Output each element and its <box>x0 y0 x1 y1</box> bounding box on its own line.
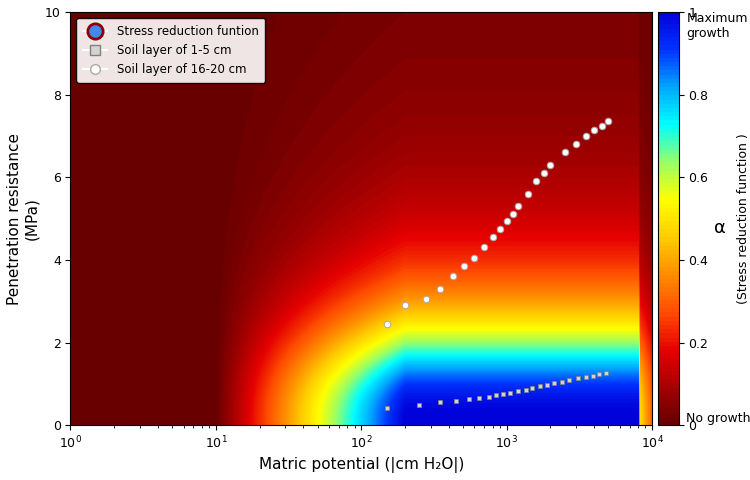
Point <box>588 126 600 133</box>
Point <box>512 203 524 210</box>
Point <box>522 190 534 198</box>
Point <box>559 149 571 156</box>
Point <box>494 225 506 233</box>
Point <box>572 375 584 383</box>
Point <box>497 390 509 398</box>
Point <box>450 397 462 405</box>
Text: (Stress reduction function ): (Stress reduction function ) <box>736 133 750 304</box>
Point <box>592 371 604 378</box>
Point <box>530 178 542 185</box>
Point <box>434 398 446 406</box>
Point <box>448 273 460 280</box>
Point <box>482 393 494 400</box>
Point <box>563 376 575 384</box>
Point <box>507 211 519 218</box>
Point <box>478 244 490 252</box>
Text: Maximum
growth: Maximum growth <box>686 12 748 40</box>
Point <box>602 118 614 125</box>
Point <box>490 392 502 399</box>
Point <box>520 386 532 394</box>
X-axis label: Matric potential (|cm H₂O|): Matric potential (|cm H₂O|) <box>259 457 464 473</box>
Point <box>420 295 432 303</box>
Point <box>504 389 516 397</box>
Point <box>534 383 546 390</box>
Point <box>434 285 446 293</box>
Point <box>548 380 560 387</box>
Text: No growth: No growth <box>686 412 750 425</box>
Point <box>600 369 612 376</box>
Point <box>570 140 582 148</box>
Legend: Stress reduction funtion, Soil layer of 1-5 cm, Soil layer of 16-20 cm: Stress reduction funtion, Soil layer of … <box>76 18 266 83</box>
Point <box>473 394 485 402</box>
Point <box>542 381 554 388</box>
Point <box>399 301 411 309</box>
Point <box>458 262 470 270</box>
Point <box>381 320 393 328</box>
Point <box>596 122 608 130</box>
Point <box>544 161 556 168</box>
Point <box>512 387 524 395</box>
Y-axis label: Penetration resistance
(MPa): Penetration resistance (MPa) <box>7 132 39 305</box>
Y-axis label: α: α <box>714 218 726 237</box>
Point <box>556 378 568 385</box>
Point <box>413 401 425 408</box>
Point <box>463 396 475 403</box>
Point <box>501 217 513 225</box>
Point <box>586 372 598 379</box>
Point <box>580 132 592 140</box>
Point <box>538 169 550 177</box>
Point <box>580 373 592 381</box>
Point <box>487 233 499 241</box>
Point <box>469 254 481 262</box>
Point <box>381 404 393 412</box>
Point <box>526 384 538 392</box>
